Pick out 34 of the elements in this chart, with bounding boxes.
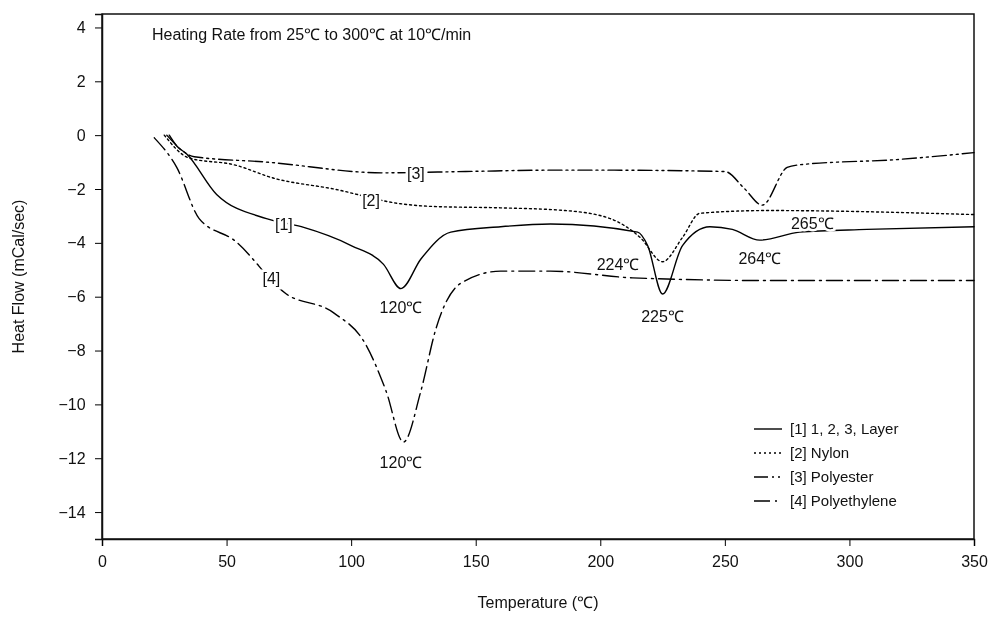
x-tick-label: 350 — [961, 552, 988, 570]
annotation: 120℃ — [379, 454, 423, 472]
x-tick-label: 100 — [338, 552, 366, 570]
x-tick-label: 0 — [98, 552, 108, 570]
legend-label: [4] Polyethylene — [790, 492, 897, 509]
annotation: 264℃ — [738, 250, 782, 268]
y-tick-label: −10 — [58, 396, 86, 413]
y-tick-label: 2 — [76, 72, 86, 90]
y-tick-label: −2 — [67, 180, 86, 198]
y-tick-label: −14 — [58, 503, 86, 521]
x-tick-label: 150 — [462, 552, 490, 570]
y-tick-label: −12 — [58, 449, 86, 467]
x-axis-title: Temperature (℃) — [477, 594, 599, 611]
x-tick-label: 50 — [218, 552, 237, 570]
annotation: 265℃ — [790, 215, 834, 233]
x-tick-label: 200 — [587, 552, 615, 570]
y-tick-label: −8 — [67, 342, 86, 360]
annotation: 120℃ — [379, 298, 423, 316]
y-tick-label: 0 — [76, 126, 86, 144]
legend-label: [2] Nylon — [790, 444, 850, 461]
y-tick-label: −4 — [67, 234, 86, 252]
x-tick-label: 250 — [712, 552, 739, 570]
y-tick-label: 4 — [76, 19, 86, 37]
y-tick-label: −6 — [67, 288, 86, 306]
legend-label: [1] 1, 2, 3, Layer — [790, 420, 899, 437]
legend-label: [3] Polyester — [790, 468, 874, 485]
x-tick-label: 300 — [836, 552, 864, 570]
annotation: [2] — [362, 191, 380, 209]
annotation: Heating Rate from 25℃ to 300℃ at 10℃/min — [152, 26, 472, 43]
y-axis-title: Heat Flow (mCal/sec) — [10, 199, 27, 354]
annotation: 224℃ — [596, 255, 640, 273]
annotation: 225℃ — [641, 308, 684, 325]
annotation: [4] — [262, 269, 281, 287]
line-series — [153, 137, 975, 443]
